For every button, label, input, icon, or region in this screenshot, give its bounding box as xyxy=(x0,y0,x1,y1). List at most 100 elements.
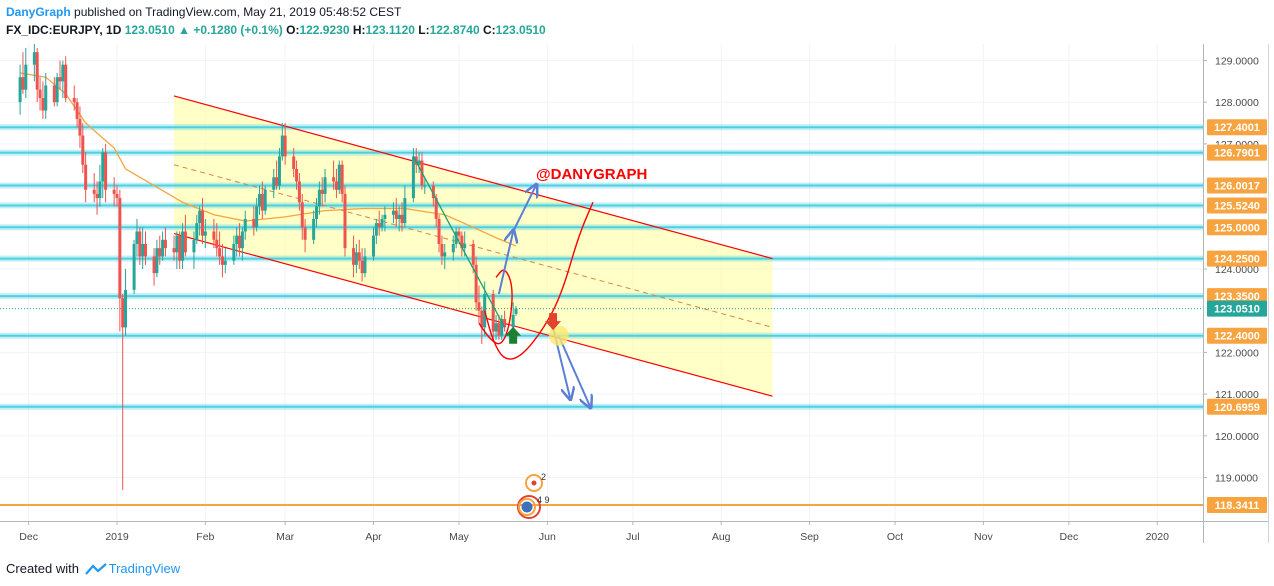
level-price-label: 125.0000 xyxy=(1214,222,1260,234)
candle-body xyxy=(443,252,447,257)
author-name[interactable]: DanyGraph xyxy=(6,5,71,19)
candle-body xyxy=(212,231,216,240)
x-tick-label: Dec xyxy=(19,531,38,543)
candle-body xyxy=(377,223,381,228)
candle-body xyxy=(403,198,407,224)
event-badge-count: 4 9 xyxy=(537,495,550,505)
candle-body xyxy=(372,235,375,257)
level-price-label-bg xyxy=(1207,144,1267,161)
moving-average-line xyxy=(19,72,517,247)
candle-body xyxy=(317,189,321,207)
candle-body xyxy=(303,227,307,240)
candle-body xyxy=(223,260,227,265)
candle-body xyxy=(514,308,518,314)
candle-body xyxy=(363,256,367,274)
candle-body xyxy=(104,152,108,190)
candle-body xyxy=(192,239,196,253)
x-tick-label: Oct xyxy=(887,531,903,543)
low-value: 122.8740 xyxy=(429,23,480,37)
y-tick-label: 129.0000 xyxy=(1215,56,1259,68)
candle-body xyxy=(283,135,287,157)
candle-body xyxy=(411,156,415,199)
candle-body xyxy=(360,260,364,274)
y-tick-label: 121.0000 xyxy=(1215,389,1259,401)
high-value: 123.1120 xyxy=(365,23,415,37)
candle-body xyxy=(380,218,384,228)
event-badge-count: 2 xyxy=(541,472,546,482)
candle-body xyxy=(275,177,279,186)
event-badge-top: 2 xyxy=(525,472,546,492)
candle-body xyxy=(158,248,162,257)
low-label: L: xyxy=(418,23,430,37)
support-price-label-bg xyxy=(1207,496,1267,513)
level-price-label: 124.2500 xyxy=(1214,254,1260,266)
publish-header: DanyGraph published on TradingView.com, … xyxy=(6,4,401,20)
candle-body xyxy=(457,231,461,236)
scenario-curve xyxy=(483,202,594,360)
candle-body xyxy=(220,256,224,265)
candle-body xyxy=(101,152,105,182)
candle-body xyxy=(203,231,207,236)
candle-body xyxy=(115,193,119,199)
candle-body xyxy=(81,135,85,165)
symbol-label: FX_IDC:EURJPY, 1D xyxy=(6,23,122,37)
candle-body xyxy=(84,164,88,190)
sell-arrow-icon xyxy=(545,313,562,331)
candle-body xyxy=(440,243,444,257)
candle-body xyxy=(132,243,136,290)
current-price-label: 123.0510 xyxy=(1214,304,1260,316)
candle-body xyxy=(260,193,264,211)
level-price-label-bg xyxy=(1207,119,1267,136)
candle-body xyxy=(92,189,96,194)
candle-body xyxy=(95,193,99,199)
candle-body xyxy=(118,198,122,299)
candle-body xyxy=(460,235,464,249)
candle-body xyxy=(300,202,304,228)
candle-body xyxy=(35,52,39,90)
level-price-label: 126.7901 xyxy=(1214,148,1260,160)
trendline xyxy=(412,156,506,328)
level-price-label-bg xyxy=(1207,219,1267,236)
candle-body xyxy=(332,177,336,182)
open-label: O: xyxy=(286,23,300,37)
candle-body xyxy=(394,210,398,219)
candle-body xyxy=(272,177,276,190)
candle-body xyxy=(340,164,344,194)
candle-body xyxy=(320,189,324,194)
x-tick-label: Sep xyxy=(800,531,819,543)
tradingview-link[interactable]: TradingView xyxy=(108,561,181,576)
y-tick-label: 124.0000 xyxy=(1215,264,1259,276)
change-value: +0.1280 (+0.1%) xyxy=(193,23,283,37)
y-tick-label: 122.0000 xyxy=(1215,347,1259,359)
event-badge-dot xyxy=(531,480,537,486)
candle-body xyxy=(232,243,236,261)
candle-body xyxy=(354,252,358,265)
candle-body xyxy=(383,214,387,219)
candle-body xyxy=(44,85,48,111)
candle-body xyxy=(18,77,22,103)
level-price-label: 126.0017 xyxy=(1214,181,1260,193)
candle-body xyxy=(135,231,139,244)
candle-body xyxy=(38,89,42,99)
x-tick-label: May xyxy=(449,531,470,543)
level-price-label: 120.6959 xyxy=(1214,402,1260,414)
candle-body xyxy=(437,218,441,244)
support-price-label: 118.3411 xyxy=(1215,500,1260,512)
candle-body xyxy=(297,181,301,203)
candle-body xyxy=(152,256,156,274)
level-price-label-bg xyxy=(1207,327,1267,344)
level-price-label-bg xyxy=(1207,288,1267,305)
candle-body xyxy=(391,210,395,215)
candle-body xyxy=(218,248,222,257)
publish-info: published on TradingView.com, May 21, 20… xyxy=(74,5,402,19)
x-tick-label: Mar xyxy=(276,531,295,543)
candle-body xyxy=(124,289,128,328)
candle-body xyxy=(255,206,259,228)
candle-body xyxy=(451,243,455,253)
close-value: 123.0510 xyxy=(495,23,546,37)
candle-body xyxy=(357,252,361,261)
y-tick-label: 128.0000 xyxy=(1215,97,1259,109)
candle-body xyxy=(263,189,267,211)
candle-body xyxy=(280,135,284,157)
